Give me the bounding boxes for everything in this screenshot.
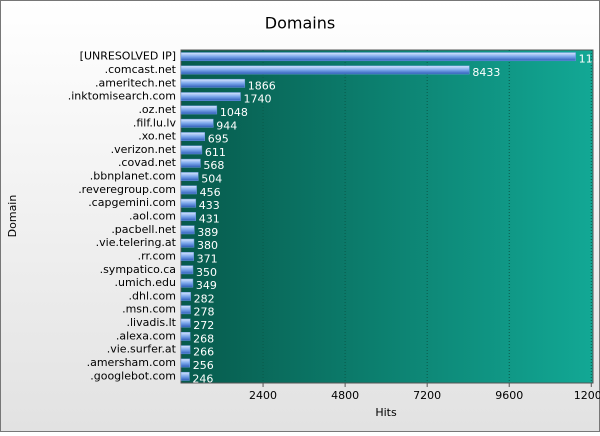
x-tick-label: 12000 — [574, 389, 600, 402]
value-label: 11542 — [579, 53, 600, 66]
y-tick-label: .capgemini.com — [88, 196, 176, 209]
value-label: 504 — [201, 173, 222, 186]
y-tick-label: .googlebot.com — [90, 369, 176, 382]
chart-title: Domains — [265, 14, 335, 33]
bar — [180, 358, 191, 368]
value-label: 433 — [199, 199, 220, 212]
value-label: 1866 — [248, 79, 276, 92]
bar — [180, 185, 197, 195]
value-label: 611 — [205, 146, 226, 159]
bar — [180, 52, 576, 62]
value-label: 8433 — [472, 66, 500, 79]
value-label: 246 — [192, 372, 213, 385]
bar — [180, 212, 196, 221]
y-tick-label: .amersham.com — [87, 356, 176, 369]
bar — [180, 65, 470, 75]
value-label: 256 — [193, 359, 214, 372]
value-label: 350 — [196, 266, 217, 279]
bar — [180, 105, 218, 115]
y-tick-label: .pacbell.net — [111, 223, 176, 236]
value-label: 272 — [193, 319, 214, 332]
plot-area — [180, 49, 594, 384]
y-tick-label: .bbnplanet.com — [90, 170, 176, 183]
value-label: 268 — [193, 332, 214, 345]
y-tick-label: .livadis.lt — [127, 316, 177, 329]
bar — [180, 305, 191, 315]
bar — [180, 198, 197, 208]
value-label: 456 — [200, 186, 221, 199]
y-tick-label: .ameritech.net — [95, 76, 177, 89]
value-label: 1740 — [243, 93, 271, 106]
bar — [180, 345, 191, 355]
x-tick-label: 9600 — [495, 389, 523, 402]
y-tick-label: .inktomisearch.com — [68, 90, 176, 103]
value-label: 695 — [208, 133, 229, 146]
y-tick-label: .verizon.net — [111, 143, 177, 156]
y-tick-label: .covad.net — [118, 156, 177, 169]
bar — [180, 118, 214, 128]
x-tick-label: 4800 — [331, 389, 359, 402]
y-tick-label: .dhl.com — [129, 289, 177, 302]
x-tick-label: 2400 — [249, 389, 277, 402]
value-label: 389 — [197, 226, 218, 239]
y-tick-label: .oz.net — [138, 103, 176, 116]
bar — [180, 225, 195, 235]
y-tick-label: .vie.surfer.at — [107, 343, 177, 356]
y-tick-label: .msn.com — [122, 303, 176, 316]
y-tick-label: .filf.lu.lv — [133, 116, 177, 129]
bar — [180, 265, 194, 275]
bar — [180, 132, 206, 141]
value-label: 371 — [197, 252, 218, 265]
bar — [180, 318, 191, 328]
value-label: 349 — [196, 279, 217, 292]
y-tick-label: .sympatico.ca — [100, 263, 176, 276]
value-label: 266 — [193, 346, 214, 359]
bar — [180, 172, 199, 181]
value-label: 1048 — [220, 106, 248, 119]
value-label: 278 — [194, 306, 215, 319]
y-tick-label: .reveregroup.com — [78, 183, 176, 196]
bar — [180, 158, 201, 168]
value-label: 282 — [194, 292, 215, 305]
y-tick-label: .alexa.com — [116, 329, 176, 342]
y-tick-label: .rr.com — [138, 249, 176, 262]
y-tick-label: .comcast.net — [105, 63, 177, 76]
value-label: 944 — [216, 119, 237, 132]
x-axis-label: Hits — [375, 406, 397, 419]
y-tick-label: [UNRESOLVED IP] — [80, 50, 176, 63]
y-axis-label: Domain — [6, 195, 19, 238]
x-tick-label: 7200 — [413, 389, 441, 402]
bar — [180, 292, 191, 301]
bar — [180, 238, 195, 248]
bar — [180, 252, 194, 261]
bar — [180, 78, 246, 88]
bar — [180, 332, 191, 341]
y-tick-label: .vie.telering.at — [96, 236, 177, 249]
y-tick-label: .umich.edu — [115, 276, 176, 289]
bar — [180, 371, 190, 381]
value-label: 380 — [197, 239, 218, 252]
y-tick-label: .xo.net — [138, 130, 176, 143]
bar — [180, 278, 194, 288]
value-label: 568 — [203, 159, 224, 172]
value-label: 431 — [199, 213, 220, 226]
y-tick-label: .aol.com — [129, 210, 176, 223]
bar — [180, 92, 241, 101]
bar — [180, 145, 203, 155]
